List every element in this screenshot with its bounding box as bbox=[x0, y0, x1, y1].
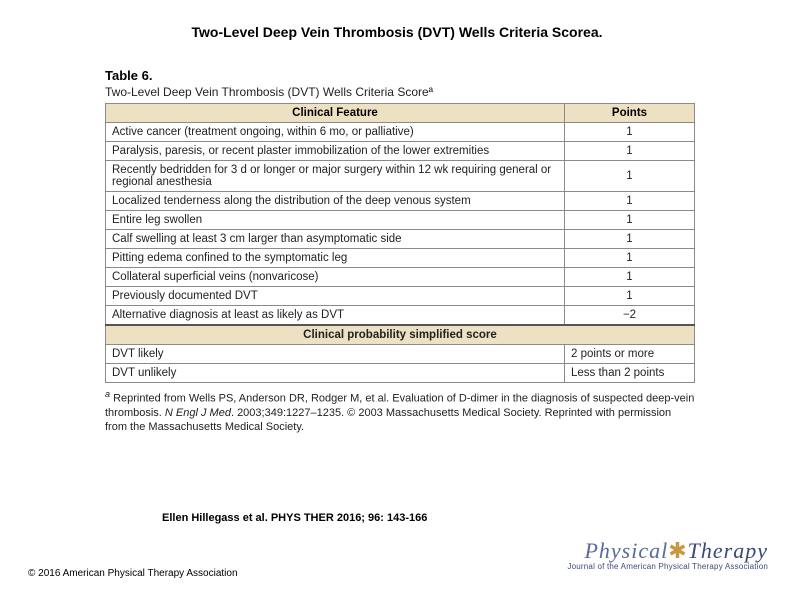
physical-therapy-logo: Physical✱Therapy Journal of the American… bbox=[567, 538, 768, 571]
citation: Ellen Hillegass et al. PHYS THER 2016; 9… bbox=[162, 512, 427, 524]
logo-subtitle: Journal of the American Physical Therapy… bbox=[567, 562, 768, 571]
cell-points: 1 bbox=[565, 142, 695, 161]
cell-points: 1 bbox=[565, 287, 695, 306]
footnote-sup: a bbox=[105, 389, 110, 399]
cell-feature: Recently bedridden for 3 d or longer or … bbox=[106, 161, 565, 192]
table-label: Table 6. bbox=[105, 68, 695, 83]
slide-title: Two-Level Deep Vein Thrombosis (DVT) Wel… bbox=[0, 0, 794, 40]
header-feature: Clinical Feature bbox=[106, 104, 565, 123]
table-row: DVT likely2 points or more bbox=[106, 345, 695, 364]
cell-points: 1 bbox=[565, 161, 695, 192]
cell-feature: Previously documented DVT bbox=[106, 287, 565, 306]
subheader-probability: Clinical probability simplified score bbox=[106, 325, 695, 345]
logo-word2: Therapy bbox=[688, 538, 768, 563]
table-row: Paralysis, paresis, or recent plaster im… bbox=[106, 142, 695, 161]
wells-criteria-table: Clinical Feature Points Active cancer (t… bbox=[105, 103, 695, 383]
header-points: Points bbox=[565, 104, 695, 123]
cell-points: 1 bbox=[565, 249, 695, 268]
cell-points: −2 bbox=[565, 306, 695, 326]
cell-feature: Paralysis, paresis, or recent plaster im… bbox=[106, 142, 565, 161]
table-row: Alternative diagnosis at least as likely… bbox=[106, 306, 695, 326]
footnote-journal: N Engl J Med bbox=[165, 407, 231, 419]
table-row: Pitting edema confined to the symptomati… bbox=[106, 249, 695, 268]
cell-feature: Localized tenderness along the distribut… bbox=[106, 192, 565, 211]
cell-feature: Calf swelling at least 3 cm larger than … bbox=[106, 230, 565, 249]
table-row: Localized tenderness along the distribut… bbox=[106, 192, 695, 211]
cell-points: 2 points or more bbox=[565, 345, 695, 364]
table-container: Table 6. Two-Level Deep Vein Thrombosis … bbox=[105, 68, 695, 435]
table-row: Entire leg swollen1 bbox=[106, 211, 695, 230]
cell-feature: DVT likely bbox=[106, 345, 565, 364]
cell-points: 1 bbox=[565, 123, 695, 142]
cell-points: 1 bbox=[565, 192, 695, 211]
table-caption: Two-Level Deep Vein Thrombosis (DVT) Wel… bbox=[105, 85, 695, 99]
table-row: Calf swelling at least 3 cm larger than … bbox=[106, 230, 695, 249]
logo-accent-icon: ✱ bbox=[668, 538, 687, 563]
cell-points: 1 bbox=[565, 211, 695, 230]
copyright: © 2016 American Physical Therapy Associa… bbox=[28, 568, 238, 579]
logo-word1: Physical bbox=[584, 538, 668, 563]
cell-feature: Active cancer (treatment ongoing, within… bbox=[106, 123, 565, 142]
cell-feature: Collateral superficial veins (nonvaricos… bbox=[106, 268, 565, 287]
cell-points: 1 bbox=[565, 268, 695, 287]
table-row: DVT unlikelyLess than 2 points bbox=[106, 364, 695, 383]
table-row: Collateral superficial veins (nonvaricos… bbox=[106, 268, 695, 287]
cell-points: Less than 2 points bbox=[565, 364, 695, 383]
cell-feature: Entire leg swollen bbox=[106, 211, 565, 230]
cell-feature: DVT unlikely bbox=[106, 364, 565, 383]
table-row: Recently bedridden for 3 d or longer or … bbox=[106, 161, 695, 192]
cell-feature: Pitting edema confined to the symptomati… bbox=[106, 249, 565, 268]
table-row: Active cancer (treatment ongoing, within… bbox=[106, 123, 695, 142]
cell-points: 1 bbox=[565, 230, 695, 249]
footnote: a Reprinted from Wells PS, Anderson DR, … bbox=[105, 389, 695, 435]
table-row: Previously documented DVT1 bbox=[106, 287, 695, 306]
cell-feature: Alternative diagnosis at least as likely… bbox=[106, 306, 565, 326]
